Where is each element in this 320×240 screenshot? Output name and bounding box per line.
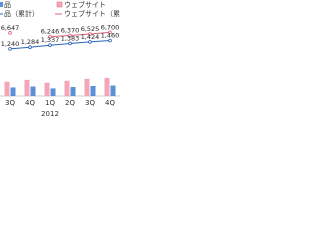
x-tick-label: 4Q <box>25 99 35 107</box>
line-point <box>28 45 32 50</box>
line-point <box>8 47 12 51</box>
line-point <box>88 40 92 44</box>
bar <box>24 79 30 96</box>
bar <box>10 87 16 96</box>
line <box>49 31 111 38</box>
line-point <box>48 43 52 47</box>
line-point <box>68 33 72 38</box>
line-point <box>88 32 92 36</box>
data-label: 1,337 <box>41 36 60 44</box>
line-point <box>48 34 52 39</box>
x-tick-label: 1Q <box>45 99 55 107</box>
bar <box>50 88 56 96</box>
page: {"chart_data": {"type": "combo", "catego… <box>0 0 120 120</box>
data-label: 1,460 <box>101 32 120 40</box>
bar <box>110 85 116 96</box>
data-label: 6,246 <box>41 28 60 36</box>
data-label: 6,700 <box>101 23 120 31</box>
chart: 品 品（累計） ウェブサイト ウェブサイト（累計） 2012 3Q 4Q 1Q 2Q 3… <box>0 0 120 118</box>
bar <box>90 86 96 96</box>
bar <box>64 80 70 96</box>
bar <box>44 82 50 96</box>
line-point <box>108 38 112 43</box>
bar <box>30 86 36 96</box>
data-label: 1,424 <box>81 33 100 41</box>
x-tick-label: 4Q <box>105 99 115 107</box>
data-label: 1,240 <box>1 40 20 48</box>
line-point <box>68 41 72 46</box>
x-group-label: 2012 <box>41 110 59 118</box>
legend-label: 品（累計） <box>4 9 39 18</box>
data-label: 6,525 <box>81 25 100 33</box>
x-tick-label: 3Q <box>85 99 95 107</box>
legend-label: ウェブサイト <box>64 0 106 9</box>
data-label: 6,647 <box>1 24 20 32</box>
legend-label: 品 <box>4 1 11 9</box>
legend-label: ウェブサイト（累計） <box>64 9 120 18</box>
bar <box>104 77 110 96</box>
line <box>9 40 111 50</box>
legend-swatch <box>56 1 63 8</box>
bar <box>84 78 90 96</box>
line-point <box>8 31 12 35</box>
bar <box>4 81 10 96</box>
bar <box>70 86 76 96</box>
line-point <box>108 30 112 35</box>
legend-swatch <box>0 2 3 7</box>
data-label: 1,284 <box>21 38 40 46</box>
data-label: 1,383 <box>61 34 80 42</box>
x-tick-label: 2Q <box>65 99 75 107</box>
x-tick-label: 3Q <box>5 99 15 107</box>
data-label: 6,370 <box>61 26 80 34</box>
